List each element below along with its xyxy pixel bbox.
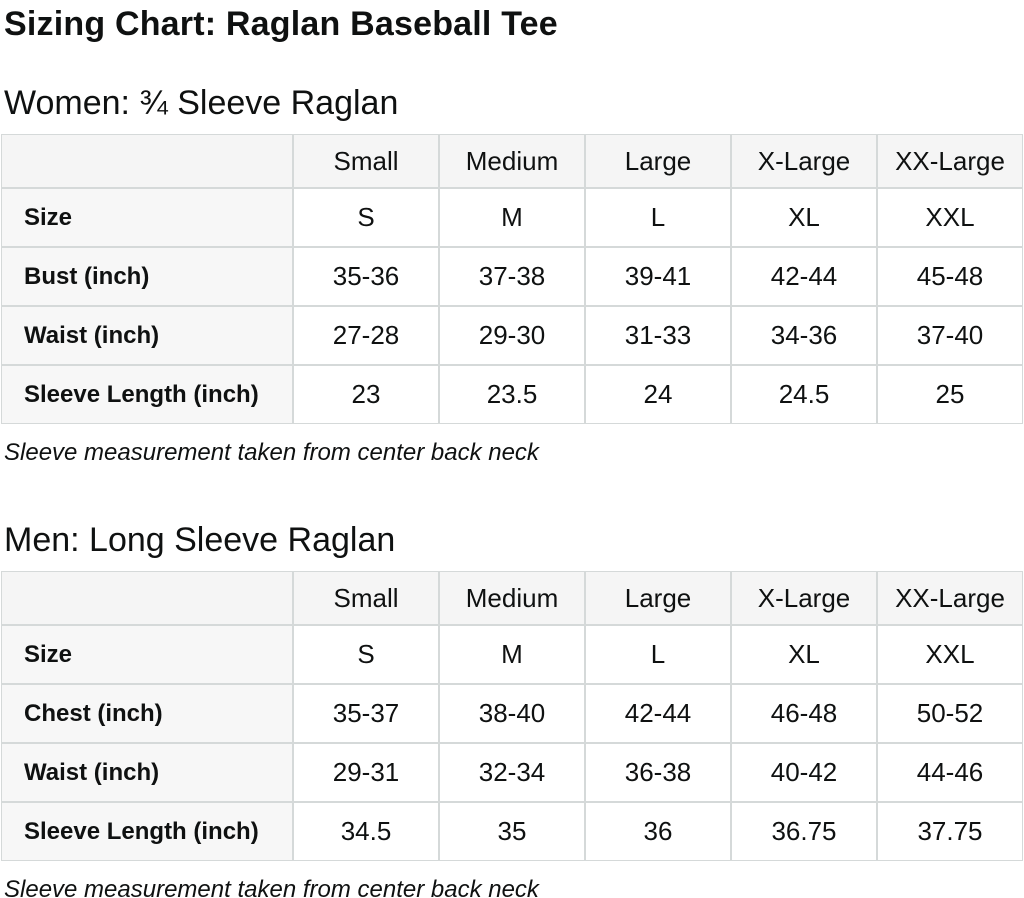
cell-value: 34.5 (293, 802, 439, 861)
cell-value: 32-34 (439, 743, 585, 802)
column-header-x-large: X-Large (731, 571, 877, 625)
cell-value: 38-40 (439, 684, 585, 743)
sleeve-measurement-footnote: Sleeve measurement taken from center bac… (4, 876, 539, 898)
cell-value: 36.75 (731, 802, 877, 861)
cell-value: 44-46 (877, 743, 1023, 802)
corner-cell (1, 134, 293, 188)
cell-value: 24.5 (731, 365, 877, 424)
cell-value: 34-36 (731, 306, 877, 365)
row-label: Sleeve Length (inch) (1, 365, 293, 424)
row-label: Waist (inch) (1, 743, 293, 802)
cell-value: XL (731, 188, 877, 247)
column-header-x-large: X-Large (731, 134, 877, 188)
cell-value: 36-38 (585, 743, 731, 802)
cell-value: 40-42 (731, 743, 877, 802)
column-header-medium: Medium (439, 134, 585, 188)
cell-value: 37.75 (877, 802, 1023, 861)
row-label: Sleeve Length (inch) (1, 802, 293, 861)
men-size-table: Small Medium Large X-Large XX-Large Size… (1, 571, 1023, 861)
cell-value: XL (731, 625, 877, 684)
column-header-small: Small (293, 571, 439, 625)
cell-value: 24 (585, 365, 731, 424)
column-header-medium: Medium (439, 571, 585, 625)
cell-value: 39-41 (585, 247, 731, 306)
section-heading-men: Men: Long Sleeve Raglan (4, 521, 396, 559)
cell-value: 45-48 (877, 247, 1023, 306)
cell-value: 36 (585, 802, 731, 861)
page-title: Sizing Chart: Raglan Baseball Tee (4, 5, 558, 43)
cell-value: 42-44 (731, 247, 877, 306)
table-row-sleeve-length: Sleeve Length (inch) 34.5 35 36 36.75 37… (1, 802, 1023, 861)
cell-value: L (585, 625, 731, 684)
cell-value: 42-44 (585, 684, 731, 743)
table-row-bust: Bust (inch) 35-36 37-38 39-41 42-44 45-4… (1, 247, 1023, 306)
cell-value: 35-37 (293, 684, 439, 743)
table-row-sleeve-length: Sleeve Length (inch) 23 23.5 24 24.5 25 (1, 365, 1023, 424)
corner-cell (1, 571, 293, 625)
row-label: Size (1, 625, 293, 684)
row-label: Chest (inch) (1, 684, 293, 743)
table-row-size: Size S M L XL XXL (1, 625, 1023, 684)
cell-value: 29-31 (293, 743, 439, 802)
column-header-large: Large (585, 571, 731, 625)
column-header-small: Small (293, 134, 439, 188)
table-header-row: Small Medium Large X-Large XX-Large (1, 134, 1023, 188)
cell-value: 31-33 (585, 306, 731, 365)
cell-value: 29-30 (439, 306, 585, 365)
cell-value: XXL (877, 625, 1023, 684)
table-row-waist: Waist (inch) 29-31 32-34 36-38 40-42 44-… (1, 743, 1023, 802)
section-heading-women: Women: ¾ Sleeve Raglan (4, 84, 399, 122)
cell-value: 25 (877, 365, 1023, 424)
cell-value: L (585, 188, 731, 247)
row-label: Bust (inch) (1, 247, 293, 306)
column-header-xx-large: XX-Large (877, 571, 1023, 625)
table-row-chest: Chest (inch) 35-37 38-40 42-44 46-48 50-… (1, 684, 1023, 743)
cell-value: 23.5 (439, 365, 585, 424)
sleeve-measurement-footnote: Sleeve measurement taken from center bac… (4, 439, 539, 466)
table-row-waist: Waist (inch) 27-28 29-30 31-33 34-36 37-… (1, 306, 1023, 365)
column-header-large: Large (585, 134, 731, 188)
women-size-table: Small Medium Large X-Large XX-Large Size… (1, 134, 1023, 424)
cell-value: S (293, 625, 439, 684)
cell-value: S (293, 188, 439, 247)
cell-value: M (439, 188, 585, 247)
cell-value: 37-38 (439, 247, 585, 306)
cell-value: 27-28 (293, 306, 439, 365)
cell-value: 35-36 (293, 247, 439, 306)
cell-value: 37-40 (877, 306, 1023, 365)
row-label: Waist (inch) (1, 306, 293, 365)
table-row-size: Size S M L XL XXL (1, 188, 1023, 247)
cell-value: 35 (439, 802, 585, 861)
column-header-xx-large: XX-Large (877, 134, 1023, 188)
cell-value: 50-52 (877, 684, 1023, 743)
cell-value: XXL (877, 188, 1023, 247)
cell-value: M (439, 625, 585, 684)
cell-value: 23 (293, 365, 439, 424)
table-header-row: Small Medium Large X-Large XX-Large (1, 571, 1023, 625)
cell-value: 46-48 (731, 684, 877, 743)
row-label: Size (1, 188, 293, 247)
